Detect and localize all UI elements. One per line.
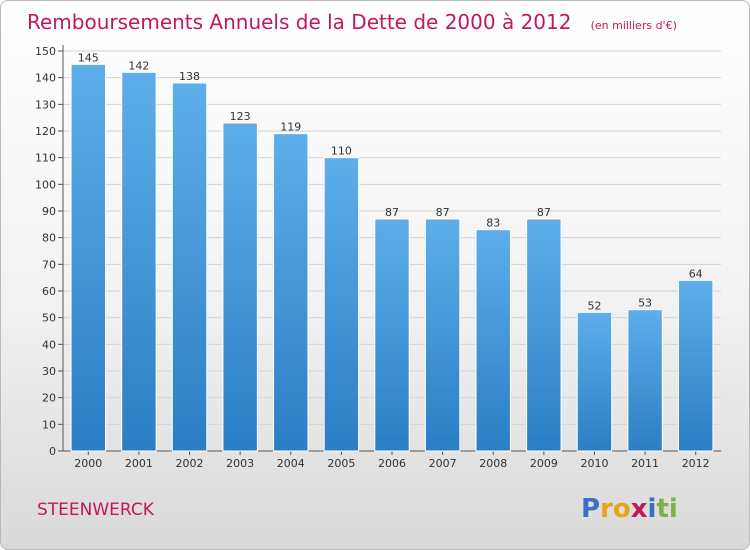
proxiti-logo: Proxiti <box>581 494 678 524</box>
x-tick-label: 2000 <box>74 457 102 470</box>
bar <box>222 122 258 452</box>
logo-letter: P <box>581 494 600 524</box>
logo-letter: o <box>613 494 631 524</box>
x-tick-label: 2002 <box>176 457 204 470</box>
bar <box>70 63 107 452</box>
y-tick-label: 90 <box>42 205 56 218</box>
y-tick-label: 100 <box>35 178 56 191</box>
bar-value-label: 87 <box>385 206 399 219</box>
bar-value-label: 52 <box>587 299 601 312</box>
chart-unit-text: (en milliers d'€) <box>591 19 677 32</box>
x-tick-label: 2009 <box>530 457 558 470</box>
x-tick-label: 2007 <box>429 457 457 470</box>
logo-letter: i <box>648 494 657 524</box>
y-tick-label: 10 <box>42 418 56 431</box>
x-tick-label: 2010 <box>580 457 608 470</box>
x-tick-label: 2001 <box>125 457 153 470</box>
logo-letter: r <box>600 494 613 524</box>
y-tick-label: 130 <box>35 98 56 111</box>
bar <box>171 82 208 452</box>
x-tick-label: 2004 <box>277 457 305 470</box>
bar <box>475 229 511 452</box>
bar-value-label: 123 <box>230 110 251 123</box>
bars <box>70 63 714 452</box>
y-tick-label: 30 <box>42 365 56 378</box>
bar-value-label: 87 <box>537 206 551 219</box>
bar-value-label: 138 <box>179 70 200 83</box>
bar-value-label: 87 <box>436 206 450 219</box>
x-tick-label: 2008 <box>479 457 507 470</box>
bar <box>323 157 360 452</box>
bar-value-label: 142 <box>128 59 149 72</box>
bar-value-label: 119 <box>280 121 301 134</box>
bar <box>576 311 613 452</box>
y-tick-label: 20 <box>42 392 56 405</box>
y-tick-label: 0 <box>49 445 56 458</box>
bar <box>273 133 309 452</box>
y-tick-label: 70 <box>42 258 56 271</box>
y-tick-label: 60 <box>42 285 56 298</box>
x-tick-label: 2005 <box>327 457 355 470</box>
logo-letter: x <box>631 494 648 524</box>
x-tick-label: 2011 <box>631 457 659 470</box>
bar-value-label: 53 <box>638 297 652 310</box>
place-name: STEENWERCK <box>37 500 155 520</box>
bar <box>121 71 157 452</box>
bar <box>526 218 562 452</box>
y-tick-label: 40 <box>42 338 56 351</box>
labels: 0 10 20 30 40 50 60 70 80 90 100 110 120 130 140 150 145… <box>35 45 710 470</box>
y-tick-label: 110 <box>35 152 56 165</box>
x-tick-label: 2003 <box>226 457 254 470</box>
bar <box>374 218 410 452</box>
chart-title-text: Remboursements Annuels de la Dette de 20… <box>27 10 571 34</box>
bar <box>677 279 714 452</box>
y-tick-label: 140 <box>35 72 56 85</box>
bar-value-label: 110 <box>331 145 352 158</box>
logo-letter: i <box>669 494 678 524</box>
bar <box>627 309 663 452</box>
y-tick-label: 150 <box>35 45 56 58</box>
x-tick-label: 2012 <box>682 457 710 470</box>
bar-value-label: 145 <box>78 51 99 64</box>
bar <box>424 218 461 452</box>
y-tick-label: 80 <box>42 232 56 245</box>
x-tick-label: 2006 <box>378 457 406 470</box>
y-tick-label: 50 <box>42 312 56 325</box>
y-tick-label: 120 <box>35 125 56 138</box>
bar-value-label: 83 <box>486 217 500 230</box>
chart-title: Remboursements Annuels de la Dette de 20… <box>27 10 677 34</box>
logo-letter: t <box>656 494 668 524</box>
bar-value-label: 64 <box>689 267 703 280</box>
